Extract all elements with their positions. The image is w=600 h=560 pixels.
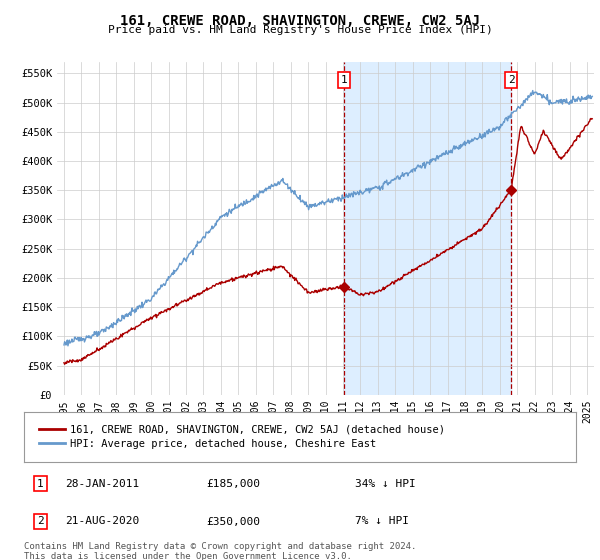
- Legend: 161, CREWE ROAD, SHAVINGTON, CREWE, CW2 5AJ (detached house), HPI: Average price: 161, CREWE ROAD, SHAVINGTON, CREWE, CW2 …: [35, 421, 449, 453]
- Text: £350,000: £350,000: [206, 516, 260, 526]
- Text: 1: 1: [37, 479, 44, 489]
- Text: 34% ↓ HPI: 34% ↓ HPI: [355, 479, 416, 489]
- Text: 2: 2: [508, 75, 515, 85]
- Text: Price paid vs. HM Land Registry's House Price Index (HPI): Price paid vs. HM Land Registry's House …: [107, 25, 493, 35]
- Text: 2: 2: [37, 516, 44, 526]
- Text: 7% ↓ HPI: 7% ↓ HPI: [355, 516, 409, 526]
- Text: 1: 1: [341, 75, 348, 85]
- Text: Contains HM Land Registry data © Crown copyright and database right 2024.
This d: Contains HM Land Registry data © Crown c…: [24, 542, 416, 560]
- Text: £185,000: £185,000: [206, 479, 260, 489]
- Text: 161, CREWE ROAD, SHAVINGTON, CREWE, CW2 5AJ: 161, CREWE ROAD, SHAVINGTON, CREWE, CW2 …: [120, 14, 480, 28]
- Text: 21-AUG-2020: 21-AUG-2020: [65, 516, 140, 526]
- Text: 28-JAN-2011: 28-JAN-2011: [65, 479, 140, 489]
- Bar: [344, 62, 511, 395]
